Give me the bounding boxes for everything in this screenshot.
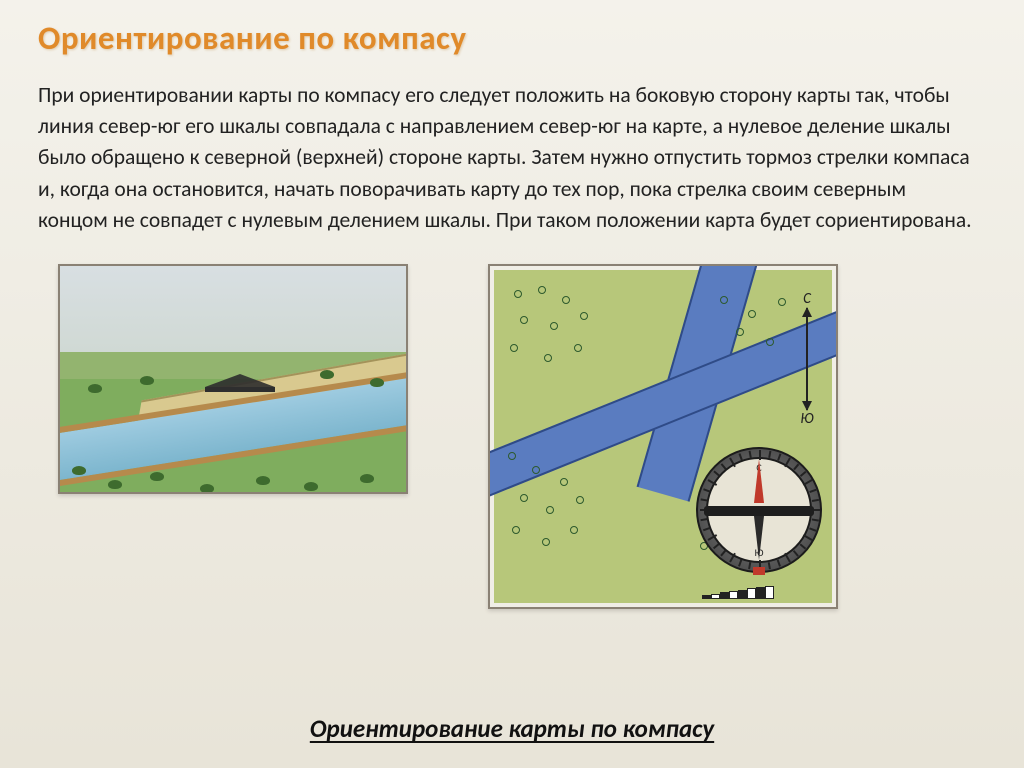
tree-symbol — [512, 526, 520, 534]
tree-symbol — [520, 316, 528, 324]
tree-symbol — [544, 354, 552, 362]
tree-symbol — [562, 296, 570, 304]
tree-symbol — [766, 338, 774, 346]
scale-segment — [711, 594, 720, 599]
bush-icon — [320, 370, 334, 379]
topographic-map: С Ю С Ю — [488, 264, 838, 609]
body-paragraph: При ориентировании карты по компасу его … — [38, 80, 978, 236]
images-row: С Ю С Ю — [38, 264, 986, 609]
scale-segment — [765, 586, 774, 599]
tree-symbol — [520, 494, 528, 502]
figure-caption: Ориентирование карты по компасу — [0, 713, 1024, 744]
tree-symbol — [580, 312, 588, 320]
compass-needle-south — [754, 516, 764, 560]
tree-symbol — [550, 322, 558, 330]
bridge-icon — [205, 374, 275, 392]
scale-segment — [729, 591, 738, 599]
tree-symbol — [532, 466, 540, 474]
tree-symbol — [748, 310, 756, 318]
tree-symbol — [576, 496, 584, 504]
scale-segment — [738, 590, 747, 599]
compass-tick — [759, 450, 761, 460]
tree-symbol — [736, 328, 744, 336]
bush-icon — [200, 484, 214, 493]
tree-symbol — [514, 290, 522, 298]
tree-symbol — [574, 344, 582, 352]
tree-symbol — [778, 298, 786, 306]
page-title: Ориентирование по компасу — [38, 18, 986, 58]
bush-icon — [360, 474, 374, 483]
compass-needle-north — [754, 459, 764, 503]
tree-symbol — [538, 286, 546, 294]
map-scale-ruler — [702, 585, 774, 599]
compass-zero-mark — [753, 567, 765, 575]
tree-symbol — [510, 344, 518, 352]
tree-symbol — [570, 526, 578, 534]
north-south-arrow: С Ю — [796, 290, 818, 428]
bush-icon — [72, 466, 86, 475]
sky-layer — [60, 266, 406, 365]
north-label: С — [803, 290, 811, 308]
landscape-illustration — [58, 264, 408, 494]
tree-symbol — [560, 478, 568, 486]
tree-symbol — [720, 296, 728, 304]
scale-segment — [756, 587, 765, 599]
tree-symbol — [542, 538, 550, 546]
bush-icon — [88, 384, 102, 393]
tree-symbol — [546, 506, 554, 514]
scale-segment — [720, 592, 729, 599]
scale-segment — [702, 595, 711, 599]
bush-icon — [370, 378, 384, 387]
south-label: Ю — [800, 410, 813, 428]
bush-icon — [304, 482, 318, 491]
tree-symbol — [508, 452, 516, 460]
bush-icon — [150, 472, 164, 481]
bush-icon — [108, 480, 122, 489]
scale-segment — [747, 588, 756, 599]
bush-icon — [256, 476, 270, 485]
bush-icon — [140, 376, 154, 385]
compass-icon: С Ю — [696, 447, 822, 573]
